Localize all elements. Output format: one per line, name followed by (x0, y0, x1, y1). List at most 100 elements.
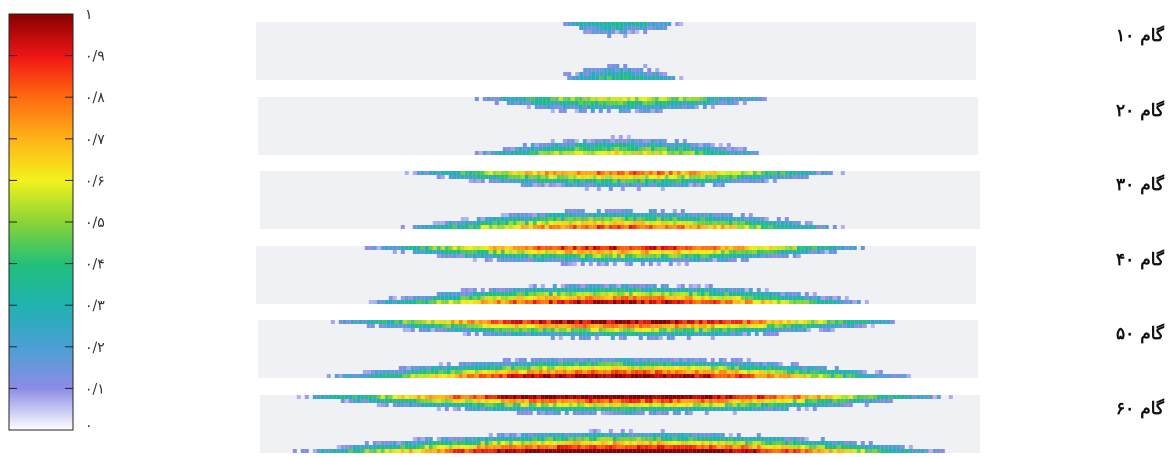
field-cell (402, 366, 407, 370)
field-cell (668, 213, 673, 217)
field-cell (402, 374, 407, 378)
field-cell (592, 253, 597, 258)
step-label: گام ۳۰ (1116, 175, 1164, 195)
field-cell (626, 320, 631, 324)
field-cell (812, 394, 817, 399)
field-cell (858, 370, 863, 374)
field-cell (474, 320, 479, 324)
field-cell (516, 245, 521, 250)
field-cell (780, 221, 785, 225)
field-cell (764, 394, 769, 399)
field-cell (776, 295, 781, 300)
field-cell (504, 444, 509, 449)
field-cell (474, 150, 479, 155)
field-cell (572, 448, 577, 453)
field-cell (396, 299, 401, 304)
field-cell (628, 175, 633, 179)
field-cell (586, 146, 591, 151)
field-cell (484, 406, 489, 411)
field-cell (508, 406, 513, 411)
field-cell (554, 100, 559, 105)
field-cell (802, 366, 807, 370)
field-cell (643, 30, 648, 34)
field-cell (528, 245, 533, 250)
field-cell (504, 291, 509, 296)
field-cell (652, 257, 657, 262)
field-cell (488, 291, 493, 296)
field-cell (666, 324, 671, 328)
field-cell (808, 171, 813, 175)
field-cell (764, 440, 769, 445)
field-cell (628, 295, 633, 300)
field-cell (592, 175, 597, 179)
field-cell (634, 362, 639, 366)
field-cell (622, 146, 627, 151)
field-cell (740, 440, 745, 445)
field-cell (716, 402, 721, 407)
field-cell (710, 146, 715, 151)
field-cell (678, 104, 683, 109)
field-cell (496, 249, 501, 254)
field-cell (440, 171, 445, 175)
field-cell (432, 398, 437, 403)
field-cell (620, 394, 625, 399)
field-cell (540, 257, 545, 262)
field-cell (512, 213, 517, 217)
field-cell (392, 444, 397, 449)
field-cell (548, 436, 553, 441)
field-cell (582, 320, 587, 324)
field-cell (532, 257, 537, 262)
field-cell (456, 291, 461, 296)
field-cell (792, 299, 797, 304)
field-cell (490, 374, 495, 378)
field-cell (596, 225, 601, 229)
field-cell (820, 299, 825, 304)
field-cell (576, 398, 581, 403)
field-cell (482, 150, 487, 155)
field-cell (654, 362, 659, 366)
field-cell (874, 370, 879, 374)
field-cell (612, 213, 617, 217)
field-cell (428, 249, 433, 254)
field-cell (560, 398, 565, 403)
field-cell (762, 332, 767, 336)
field-cell (738, 328, 743, 332)
field-cell (742, 320, 747, 324)
field-cell (640, 440, 645, 445)
field-cell (664, 432, 669, 437)
field-cell (580, 448, 585, 453)
field-cell (752, 221, 757, 225)
field-cell (498, 362, 503, 366)
field-cell (804, 406, 809, 411)
field-cell (528, 179, 533, 183)
field-cell (540, 175, 545, 179)
field-cell (424, 249, 429, 254)
field-cell (464, 436, 469, 441)
field-cell (580, 444, 585, 449)
field-cell (596, 257, 601, 262)
field-cell (704, 253, 709, 258)
field-cell (606, 328, 611, 332)
field-cell (458, 320, 463, 324)
field-cell (924, 394, 929, 399)
field-cell (572, 398, 577, 403)
field-cell (556, 402, 561, 407)
field-cell (440, 448, 445, 453)
field-cell (472, 398, 477, 403)
field-cell (674, 358, 679, 362)
field-cell (548, 291, 553, 296)
field-cell (564, 249, 569, 254)
field-cell (630, 104, 635, 109)
field-cell (700, 179, 705, 183)
field-cell (450, 374, 455, 378)
field-cell (684, 179, 689, 183)
field-cell (560, 432, 565, 437)
field-cell (458, 362, 463, 366)
field-cell (552, 436, 557, 441)
field-cell (530, 366, 535, 370)
simulation-panel (260, 394, 980, 453)
field-cell (706, 366, 711, 370)
field-cell (558, 370, 563, 374)
field-cell (616, 444, 621, 449)
field-cell (730, 320, 735, 324)
